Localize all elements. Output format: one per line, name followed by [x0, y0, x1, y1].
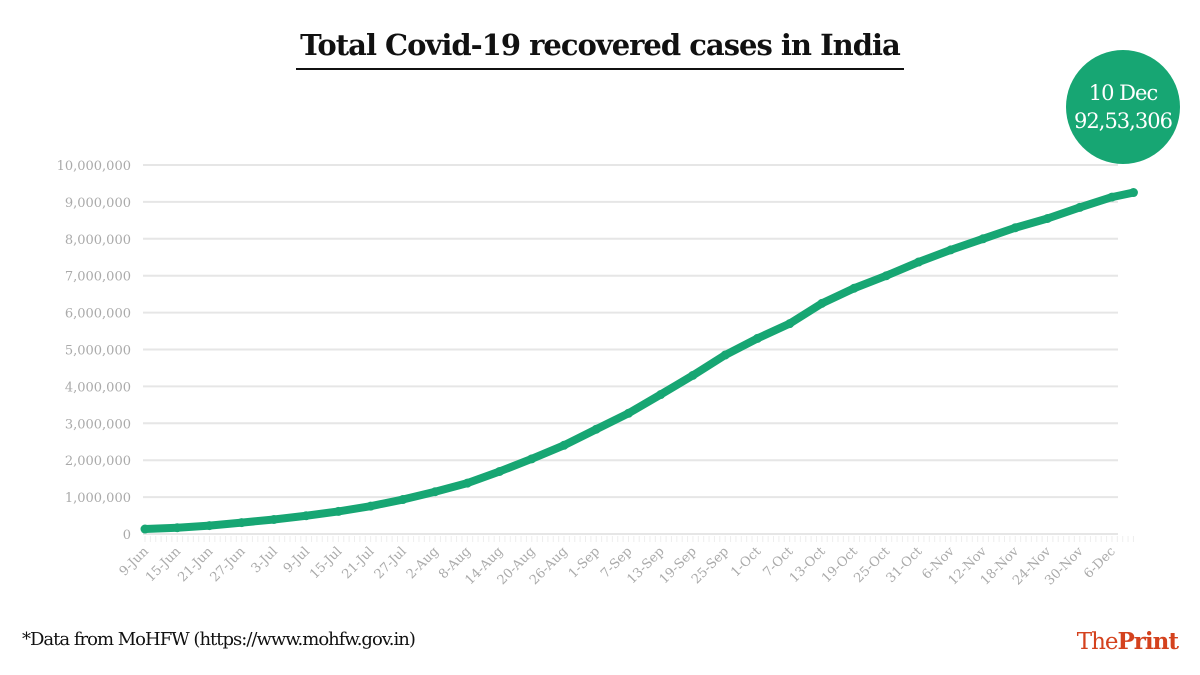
x-tick-label: 21-Jul	[339, 544, 377, 582]
x-tick-label: 27-Jul	[372, 544, 410, 582]
data-point	[366, 501, 376, 511]
data-point	[785, 319, 795, 329]
data-point	[881, 271, 891, 281]
data-point	[817, 298, 827, 308]
data-point	[720, 350, 730, 360]
x-tick-label: 27-Jun	[208, 544, 249, 585]
data-point	[849, 283, 859, 293]
data-point	[1128, 188, 1138, 198]
y-tick-label: 2,000,000	[65, 454, 131, 469]
data-point	[269, 514, 279, 524]
data-point	[591, 424, 601, 434]
data-point	[688, 370, 698, 380]
x-tick-label: 31-Oct	[884, 544, 926, 586]
y-tick-label: 10,000,000	[57, 159, 131, 174]
data-point	[430, 487, 440, 497]
x-tick-label: 21-Jun	[175, 544, 216, 585]
data-point	[462, 478, 472, 488]
data-point	[495, 466, 505, 476]
data-point	[946, 245, 956, 255]
data-point	[623, 408, 633, 418]
chart-title: Total Covid-19 recovered cases in India	[0, 28, 1200, 70]
y-tick-label: 7,000,000	[65, 270, 131, 285]
data-point	[978, 234, 988, 244]
latest-value-callout: 10 Dec 92,53,306	[1066, 50, 1180, 164]
data-point	[559, 440, 569, 450]
theprint-logo: ThePrint	[1076, 628, 1179, 655]
data-point	[656, 390, 666, 400]
y-tick-label: 9,000,000	[65, 196, 131, 211]
x-tick-label: 1-Sep	[566, 544, 603, 581]
y-tick-label: 8,000,000	[65, 233, 131, 248]
data-point	[398, 495, 408, 505]
x-tick-label: 1-Oct	[728, 544, 764, 580]
data-point	[1010, 223, 1020, 233]
y-tick-label: 6,000,000	[65, 307, 131, 322]
data-point	[333, 506, 343, 516]
data-point	[172, 523, 182, 533]
y-tick-label: 1,000,000	[65, 491, 131, 506]
callout-value: 92,53,306	[1074, 109, 1173, 133]
y-tick-label: 3,000,000	[65, 417, 131, 432]
source-note: *Data from MoHFW (https://www.mohfw.gov.…	[22, 629, 416, 650]
x-tick-label: 6-Dec	[1081, 544, 1119, 582]
data-point	[237, 518, 247, 528]
data-point	[752, 333, 762, 343]
callout-date: 10 Dec	[1088, 81, 1158, 105]
data-point	[1042, 214, 1052, 224]
y-tick-label: 0	[123, 528, 131, 543]
data-point	[204, 521, 214, 531]
x-tick-label: 3-Jul	[249, 544, 281, 576]
series-line	[141, 188, 1138, 534]
data-point	[527, 454, 537, 464]
x-tick-label: 15-Jun	[143, 544, 184, 585]
x-tick-label: 15-Jul	[307, 544, 345, 582]
data-point	[914, 257, 924, 267]
data-point	[301, 511, 311, 521]
y-tick-label: 5,000,000	[65, 344, 131, 359]
y-tick-label: 4,000,000	[65, 380, 131, 395]
data-point	[1075, 202, 1085, 212]
x-tick-label: 2-Aug	[404, 544, 442, 582]
data-point	[1107, 192, 1117, 202]
data-point	[140, 524, 150, 534]
